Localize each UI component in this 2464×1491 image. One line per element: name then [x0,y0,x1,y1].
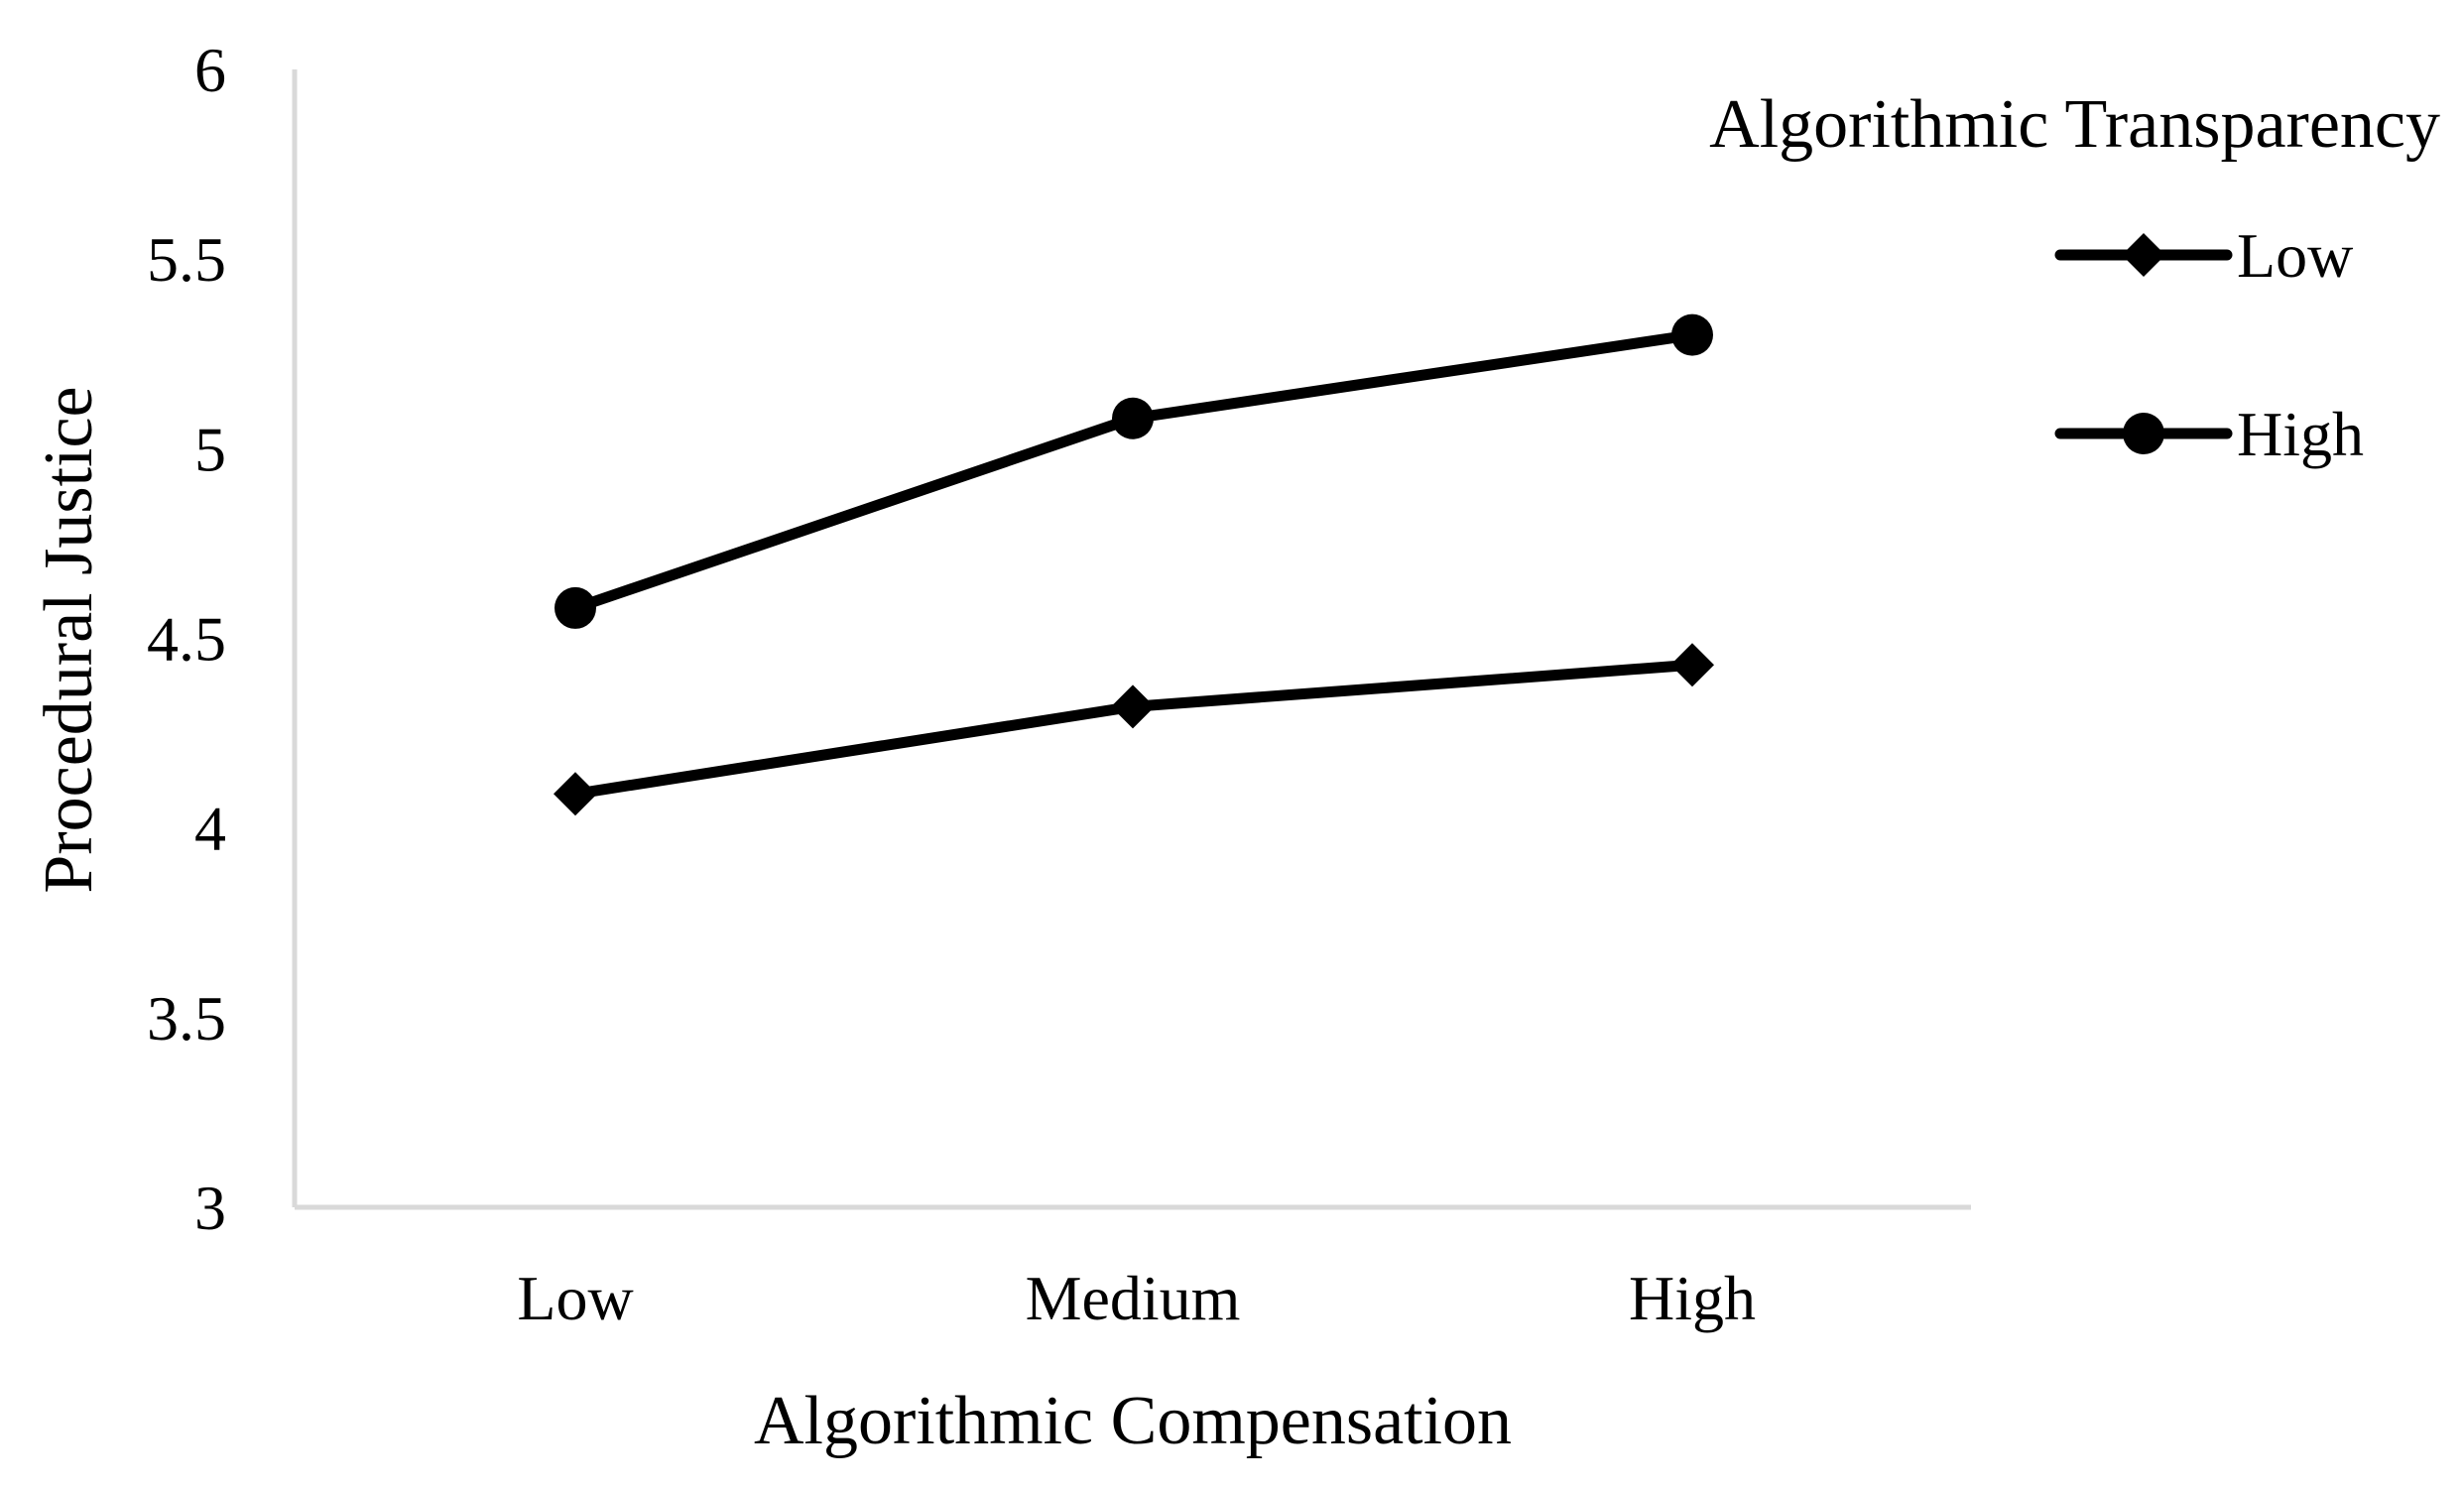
series-lines [554,313,1714,816]
series-low [554,643,1714,816]
y-tick-label: 6 [194,35,226,105]
legend: Algorithmic Transparency Low High [1709,86,2440,469]
x-tick-label: High [1629,1263,1756,1333]
y-tick-label: 3.5 [147,983,226,1054]
legend-label: Low [2237,220,2353,291]
series-line [569,329,1698,614]
y-tick-label: 4 [194,794,226,864]
y-tick-label: 5 [194,414,226,484]
y-tick-label: 5.5 [147,224,226,295]
data-point-marker [554,586,596,629]
series-high [554,313,1713,629]
data-point-marker [1112,397,1154,439]
data-point-marker [1671,313,1713,356]
data-point-marker [554,772,597,816]
data-point-marker [1111,684,1155,729]
legend-title: Algorithmic Transparency [1709,86,2440,163]
series-line [569,659,1698,800]
legend-marker [2123,413,2164,454]
legend-item-low: Low [2054,220,2353,291]
y-tick-label: 3 [194,1173,226,1243]
axes [292,69,1971,1210]
y-tick-labels: 3 3.5 4 4.5 5 5.5 6 [147,35,226,1243]
data-point-marker [1670,643,1714,687]
legend-marker [2122,233,2165,277]
x-tick-label: Low [517,1263,633,1333]
y-tick-label: 4.5 [147,604,226,675]
x-axis-title: Algorithmic Compensation [754,1383,1512,1459]
legend-item-high: High [2054,399,2364,469]
x-tick-labels: Low Medium High [517,1263,1756,1333]
legend-label: High [2237,399,2364,469]
y-axis-title: Procedural Justice [31,386,107,893]
x-tick-label: Medium [1026,1263,1241,1333]
